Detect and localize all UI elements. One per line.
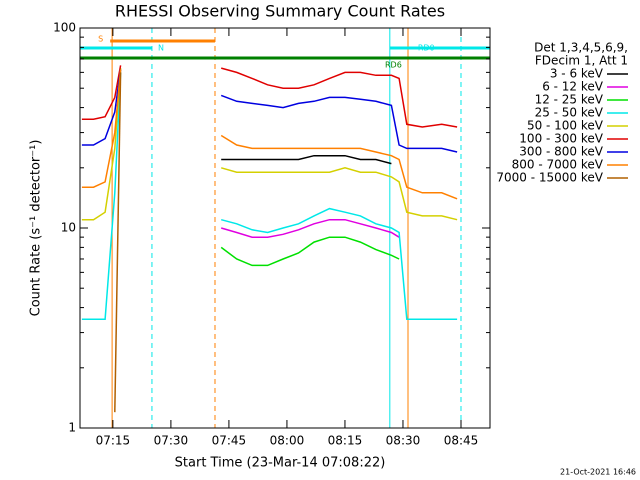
legend-label: 25 - 50 keV <box>535 106 604 120</box>
series-line <box>220 218 400 238</box>
y-tick-label: 10 <box>61 221 76 235</box>
series-line <box>81 68 458 221</box>
series-line <box>114 72 122 413</box>
legend-label: 3 - 6 keV <box>550 67 604 81</box>
x-tick-label: 07:15 <box>96 434 131 448</box>
chart-title: RHESSI Observing Summary Count Rates <box>115 2 445 21</box>
x-tick-label: 08:45 <box>444 434 479 448</box>
x-tick-label: 08:30 <box>386 434 421 448</box>
legend-label: 800 - 7000 keV <box>512 158 604 172</box>
flag-label: S <box>98 35 103 44</box>
legend-label: 6 - 12 keV <box>542 80 604 94</box>
y-axis-label: Count Rate (s⁻¹ detector⁻¹) <box>29 140 44 317</box>
series-line <box>81 69 458 200</box>
x-tick-label: 08:15 <box>328 434 363 448</box>
footer: 21-Oct-2021 16:46 <box>560 468 636 477</box>
legend-header: Det 1,3,4,5,6,9, <box>534 41 628 55</box>
y-tick-label: 1 <box>68 421 76 435</box>
legend-header: FDecim 1, Att 1 <box>535 54 628 68</box>
legend-label: 12 - 25 keV <box>535 93 604 107</box>
series-line <box>81 72 458 320</box>
legend-label: 300 - 800 keV <box>519 145 603 159</box>
series-line <box>221 154 392 165</box>
series-line <box>220 236 400 267</box>
flag-label: RD6 <box>385 61 402 70</box>
series-line <box>81 69 458 153</box>
legend-label: 50 - 100 keV <box>527 119 604 133</box>
series-line <box>81 65 458 128</box>
legend-label: 100 - 300 keV <box>519 132 603 146</box>
x-tick-label: 08:00 <box>270 434 305 448</box>
flag-label: N <box>158 44 164 53</box>
x-tick-label: 07:45 <box>212 434 247 448</box>
legend-label: 7000 - 15000 keV <box>496 171 603 185</box>
x-tick-label: 07:30 <box>154 434 189 448</box>
y-tick-label: 100 <box>53 21 76 35</box>
flag-label: RD0 <box>418 44 435 53</box>
x-axis-label: Start Time (23-Mar-14 07:08:22) <box>175 456 386 471</box>
